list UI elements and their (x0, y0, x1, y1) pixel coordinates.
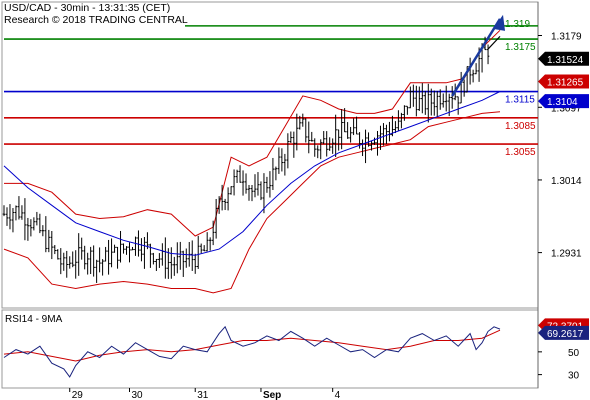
axis-layer: 1.3179 1.3097 1.3014 1.2931 50 30 29 30 31 Sep 4 (69, 32, 582, 400)
rsi-layer (3, 325, 501, 378)
level-label-1.3115: 1.3115 (505, 95, 535, 106)
price-tag-box (538, 94, 589, 109)
rsi-tag-label: 69.2617 (547, 329, 584, 340)
price-tag-label: 1.31265 (547, 77, 584, 88)
moving-average-layer (3, 14, 505, 256)
chart-title: USD/CAD - 30min - 13:31:35 (CET) (4, 2, 170, 14)
level-label-1.3175: 1.3175 (505, 42, 536, 53)
price-tag-box (538, 51, 589, 66)
price-tag-label: 1.31524 (547, 55, 584, 66)
level-label-1.319: 1.319 (505, 19, 530, 30)
x-tick-label: 4 (335, 390, 341, 400)
rsi-title: RSI14 - 9MA (5, 314, 63, 325)
price-panel-border (1, 1, 539, 309)
moving-average-line (3, 91, 501, 256)
x-tick-label: Sep (263, 390, 281, 400)
bollinger-lower-line (3, 111, 501, 294)
forecast-arrow-head (493, 14, 505, 31)
x-tick-label: 30 (131, 390, 143, 400)
y-tick-label: 1.3014 (551, 176, 582, 187)
forecast-arrow-shaft (451, 18, 502, 97)
levels-layer: 1.319 1.3175 1.3115 1.3085 1.3055 (4, 19, 538, 158)
level-label-1.3055: 1.3055 (505, 147, 536, 158)
chart-copyright: Research © 2018 TRADING CENTRAL (4, 14, 188, 26)
rsi-y-tick-label: 50 (568, 348, 580, 359)
price-tag-box (538, 74, 589, 89)
y-tick-label: 1.2931 (551, 249, 582, 260)
rsi-tag-box (538, 325, 589, 340)
bollinger-layer (3, 29, 501, 294)
rsi-line (3, 325, 501, 378)
rsi-y-tick-label: 30 (568, 371, 580, 382)
y-tick-label: 1.3097 (551, 103, 582, 114)
x-tick-label: 29 (72, 390, 84, 400)
rsi-panel-border (1, 309, 539, 389)
rsi-ma-line (3, 329, 501, 362)
y-tick-label: 1.3179 (551, 32, 582, 43)
candles-layer (2, 35, 501, 283)
level-label-1.3085: 1.3085 (505, 121, 536, 132)
price-last-run (487, 35, 501, 50)
bollinger-upper-line (4, 29, 501, 237)
x-tick-label: 31 (197, 390, 209, 400)
price-tag-label: 1.3104 (547, 97, 578, 108)
